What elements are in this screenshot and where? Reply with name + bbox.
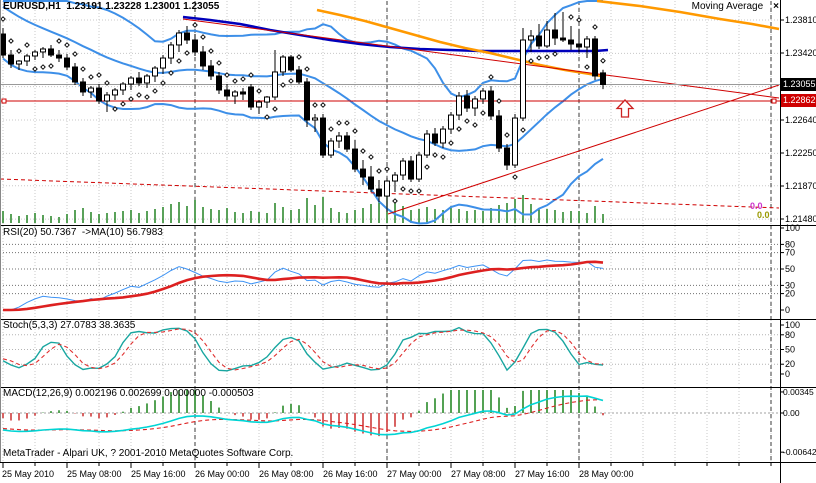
- fibo-level-label: 0.0: [750, 201, 763, 211]
- fibo-level-label-2: 0.0: [757, 210, 770, 220]
- rsi-axis-label: 0: [785, 305, 790, 315]
- price-axis-label: 1.22250: [785, 148, 816, 158]
- trendlines: [0, 18, 780, 215]
- rsi-indicator-label: RSI(20) 50.7367 ->MA(10) 56.7983: [3, 227, 163, 238]
- price-axis: 1.23810 1.23420 1.22640 1.22250 1.21870 1.214…: [2, 15, 816, 479]
- price-axis-label: 1.21480: [785, 214, 816, 224]
- stoch-indicator-label: Stoch(5,3,3) 27.0783 38.3635: [3, 320, 136, 331]
- rsi-panel: [3, 259, 604, 312]
- price-axis-label: 1.22640: [785, 115, 816, 125]
- candlesticks: [0, 11, 606, 213]
- rsi-axis-label: 100: [785, 223, 800, 233]
- indicator-banner: Moving Average ×: [692, 1, 779, 12]
- time-axis-label: 28 May 00:00: [579, 469, 634, 479]
- copyright-text: MetaTrader - Alpari UK, ? 2001-2010 Meta…: [3, 448, 294, 459]
- time-axis-label: 27 May 08:00: [451, 469, 506, 479]
- volume-histogram: [2, 195, 604, 223]
- indicator-banner-label: Moving Average: [691, 1, 764, 12]
- time-axis-label: 25 May 16:00: [131, 469, 186, 479]
- rsi-axis-label: 30: [785, 280, 795, 290]
- stoch-axis-label: 100: [785, 320, 800, 330]
- time-axis-label: 27 May 16:00: [515, 469, 570, 479]
- macd-axis-label: -0.00642: [783, 447, 816, 457]
- price-axis-label: 1.23810: [785, 15, 816, 25]
- chart-title-ohlc: EURUSD,H1 1.23191 1.23228 1.23001 1.2305…: [3, 1, 220, 12]
- sar-dots: [0, 14, 606, 204]
- macd-panel: [2, 390, 604, 437]
- stoch-axis-label: 80: [785, 330, 795, 340]
- price-axis-label: 1.23420: [785, 48, 816, 58]
- bollinger-bands: [2, 0, 604, 225]
- grid: [0, 1, 780, 461]
- time-axis-label: 26 May 16:00: [323, 469, 378, 479]
- rsi-axis-label: 50: [785, 264, 795, 274]
- stoch-panel: [2, 326, 604, 372]
- time-axis-label: 25 May 2010: [2, 469, 54, 479]
- macd-axis-label: 0.00: [783, 408, 800, 418]
- stoch-axis-label: 50: [785, 345, 795, 355]
- time-axis-label: 25 May 08:00: [67, 469, 122, 479]
- macd-axis-label: 0.00345: [783, 387, 814, 397]
- price-axis-label: 1.21870: [785, 181, 816, 191]
- rsi-axis-label: 80: [785, 239, 795, 249]
- time-axis-label: 26 May 08:00: [259, 469, 314, 479]
- current-price-badge: 1.23055: [781, 78, 816, 91]
- up-arrow-marker: [615, 99, 635, 118]
- rsi-axis-label: 20: [785, 289, 795, 299]
- time-axis-label: 27 May 00:00: [387, 469, 442, 479]
- time-axis: [2, 463, 772, 468]
- time-axis-label: 26 May 00:00: [195, 469, 250, 479]
- close-icon[interactable]: ×: [773, 1, 779, 12]
- stoch-axis-label: 0: [785, 369, 790, 379]
- stoch-axis-label: 20: [785, 359, 795, 369]
- hline-price-badge: 1.22862: [781, 94, 816, 107]
- macd-indicator-label: MACD(12,26,9) 0.002196 0.002699 0.000000…: [3, 388, 254, 399]
- rsi-axis-label: 70: [785, 248, 795, 258]
